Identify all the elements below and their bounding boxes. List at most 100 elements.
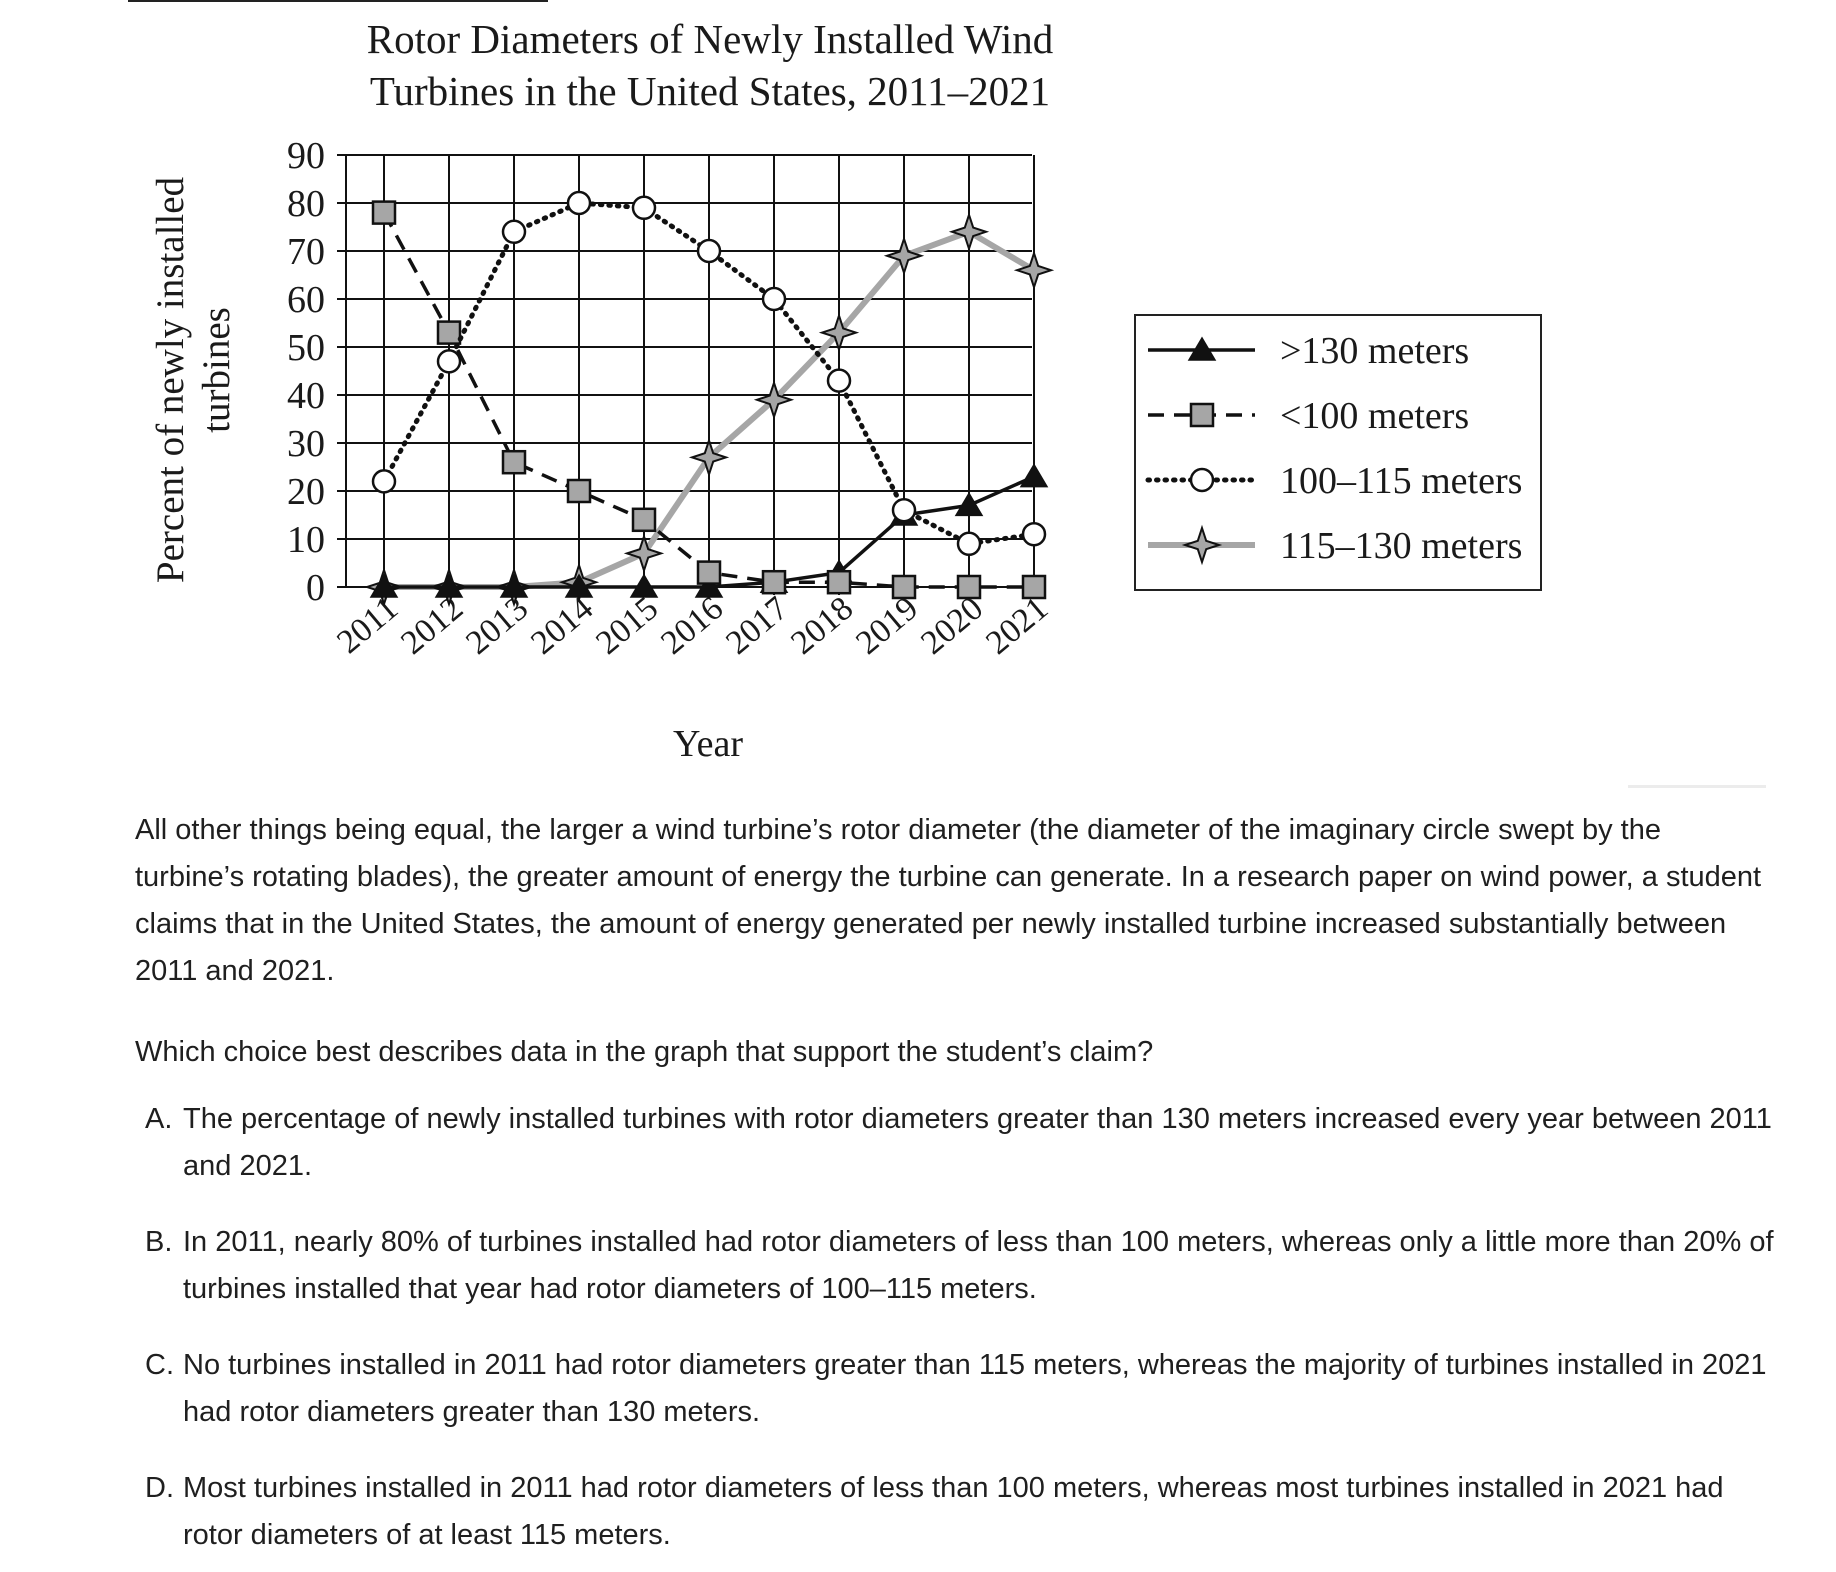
answer-option-a[interactable]: A. The percentage of newly installed tur…: [145, 1096, 1775, 1190]
option-text: In 2011, nearly 80% of turbines installe…: [183, 1226, 1774, 1305]
option-text: The percentage of newly installed turbin…: [183, 1103, 1772, 1182]
data-point: [826, 368, 852, 393]
series-2: [371, 190, 1047, 557]
x-tick-label: 2015: [589, 590, 665, 662]
legend-label: >130 meters: [1280, 330, 1469, 372]
data-point: [499, 573, 529, 598]
data-point: [694, 573, 724, 598]
data-point: [891, 574, 917, 600]
legend-marker: [1181, 524, 1223, 566]
data-point: [434, 573, 464, 598]
y-tick-label: 30: [287, 423, 325, 465]
y-tick-label: 60: [287, 279, 325, 321]
y-tick-label: 20: [287, 471, 325, 513]
question-prompt: Which choice best describes data in the …: [135, 1036, 1154, 1068]
chart-title-line-2: Turbines in the United States, 2011–2021: [370, 68, 1050, 114]
answer-option-d[interactable]: D. Most turbines installed in 2011 had r…: [145, 1465, 1775, 1559]
question-passage: All other things being equal, the larger…: [135, 814, 1762, 987]
x-tick-label: 2012: [394, 590, 470, 662]
x-tick-label: 2011: [330, 590, 405, 661]
data-point: [436, 349, 462, 374]
data-point: [1021, 521, 1047, 547]
data-point: [688, 437, 730, 478]
x-tick-label: 2020: [914, 590, 990, 662]
legend-label: 100–115 meters: [1280, 460, 1522, 502]
data-point: [564, 573, 594, 598]
legend-item: 100–115 meters: [1145, 460, 1522, 502]
y-tick-label: 0: [306, 567, 325, 609]
line-chart: Rotor Diameters of Newly Installed Wind …: [149, 16, 1542, 765]
x-tick-label: 2019: [849, 590, 925, 662]
data-point: [566, 478, 592, 504]
x-tick-label: 2018: [784, 590, 860, 662]
series-group: [363, 190, 1055, 608]
legend-item: >130 meters: [1148, 330, 1469, 372]
option-text: Most turbines installed in 2011 had roto…: [183, 1472, 1724, 1551]
y-tick-label: 50: [287, 327, 325, 369]
option-letter: D.: [145, 1472, 174, 1504]
data-point: [753, 379, 795, 421]
legend: >130 meters <100 meters 100–115 meters 115–…: [1134, 314, 1542, 591]
data-point: [566, 190, 592, 216]
option-letter: C.: [145, 1349, 174, 1381]
y-tick-label: 70: [287, 231, 325, 273]
data-point: [623, 533, 665, 574]
gridlines: [337, 154, 1035, 595]
y-tick-label: 10: [287, 519, 325, 561]
x-tick-label: 2017: [719, 590, 795, 662]
answer-option-b[interactable]: B. In 2011, nearly 80% of turbines insta…: [145, 1219, 1775, 1313]
data-point: [501, 219, 527, 245]
data-point: [436, 320, 462, 345]
data-point: [826, 569, 852, 595]
data-point: [631, 195, 657, 221]
data-point: [1021, 574, 1047, 600]
data-point: [696, 560, 722, 585]
option-text: No turbines installed in 2011 had rotor …: [183, 1349, 1767, 1428]
legend-item: <100 meters: [1148, 395, 1469, 437]
data-point: [954, 491, 984, 517]
y-tick-label: 90: [287, 135, 325, 177]
chart-title-line-1: Rotor Diameters of Newly Installed Wind: [367, 16, 1053, 62]
y-tick-label: 80: [287, 183, 325, 225]
data-point: [948, 211, 990, 253]
x-tick-label: 2014: [524, 590, 600, 662]
data-point: [891, 497, 917, 523]
legend-marker: [1187, 336, 1217, 361]
y-tick-labels: 0 10 20 30 40 50 60 70 80 90: [287, 135, 325, 609]
y-axis-label-line-1: Percent of newly installed: [149, 176, 192, 583]
data-point: [956, 531, 982, 557]
x-tick-label: 2016: [654, 590, 730, 662]
data-point: [956, 574, 982, 600]
option-letter: B.: [145, 1226, 173, 1258]
legend-item: 115–130 meters: [1148, 524, 1522, 567]
x-tick-label: 2021: [979, 590, 1055, 662]
y-axis-label-line-2: turbines: [195, 307, 238, 433]
data-point: [371, 469, 397, 494]
x-axis-label: Year: [673, 723, 743, 765]
data-point: [1019, 463, 1049, 488]
data-point: [501, 449, 527, 475]
faint-divider: [1628, 785, 1766, 788]
top-divider: [128, 0, 548, 2]
data-point: [761, 286, 787, 312]
data-point: [883, 235, 925, 277]
legend-label: <100 meters: [1280, 395, 1469, 437]
data-point: [818, 312, 860, 353]
series-1: [371, 200, 1047, 600]
legend-label: 115–130 meters: [1280, 525, 1522, 567]
y-tick-label: 40: [287, 375, 325, 417]
x-tick-label: 2013: [459, 590, 535, 662]
legend-marker: [1189, 402, 1215, 428]
data-point: [631, 507, 657, 533]
data-point: [629, 573, 659, 598]
answer-option-c[interactable]: C. No turbines installed in 2011 had rot…: [145, 1342, 1775, 1436]
data-point: [761, 569, 787, 595]
x-tick-labels: 2011201220132014201520162017201820192020…: [330, 590, 1055, 662]
data-point: [369, 573, 399, 598]
data-point: [1013, 249, 1055, 291]
option-letter: A.: [145, 1103, 173, 1135]
data-point: [371, 200, 397, 225]
data-point: [696, 238, 722, 264]
legend-marker: [1189, 467, 1215, 493]
